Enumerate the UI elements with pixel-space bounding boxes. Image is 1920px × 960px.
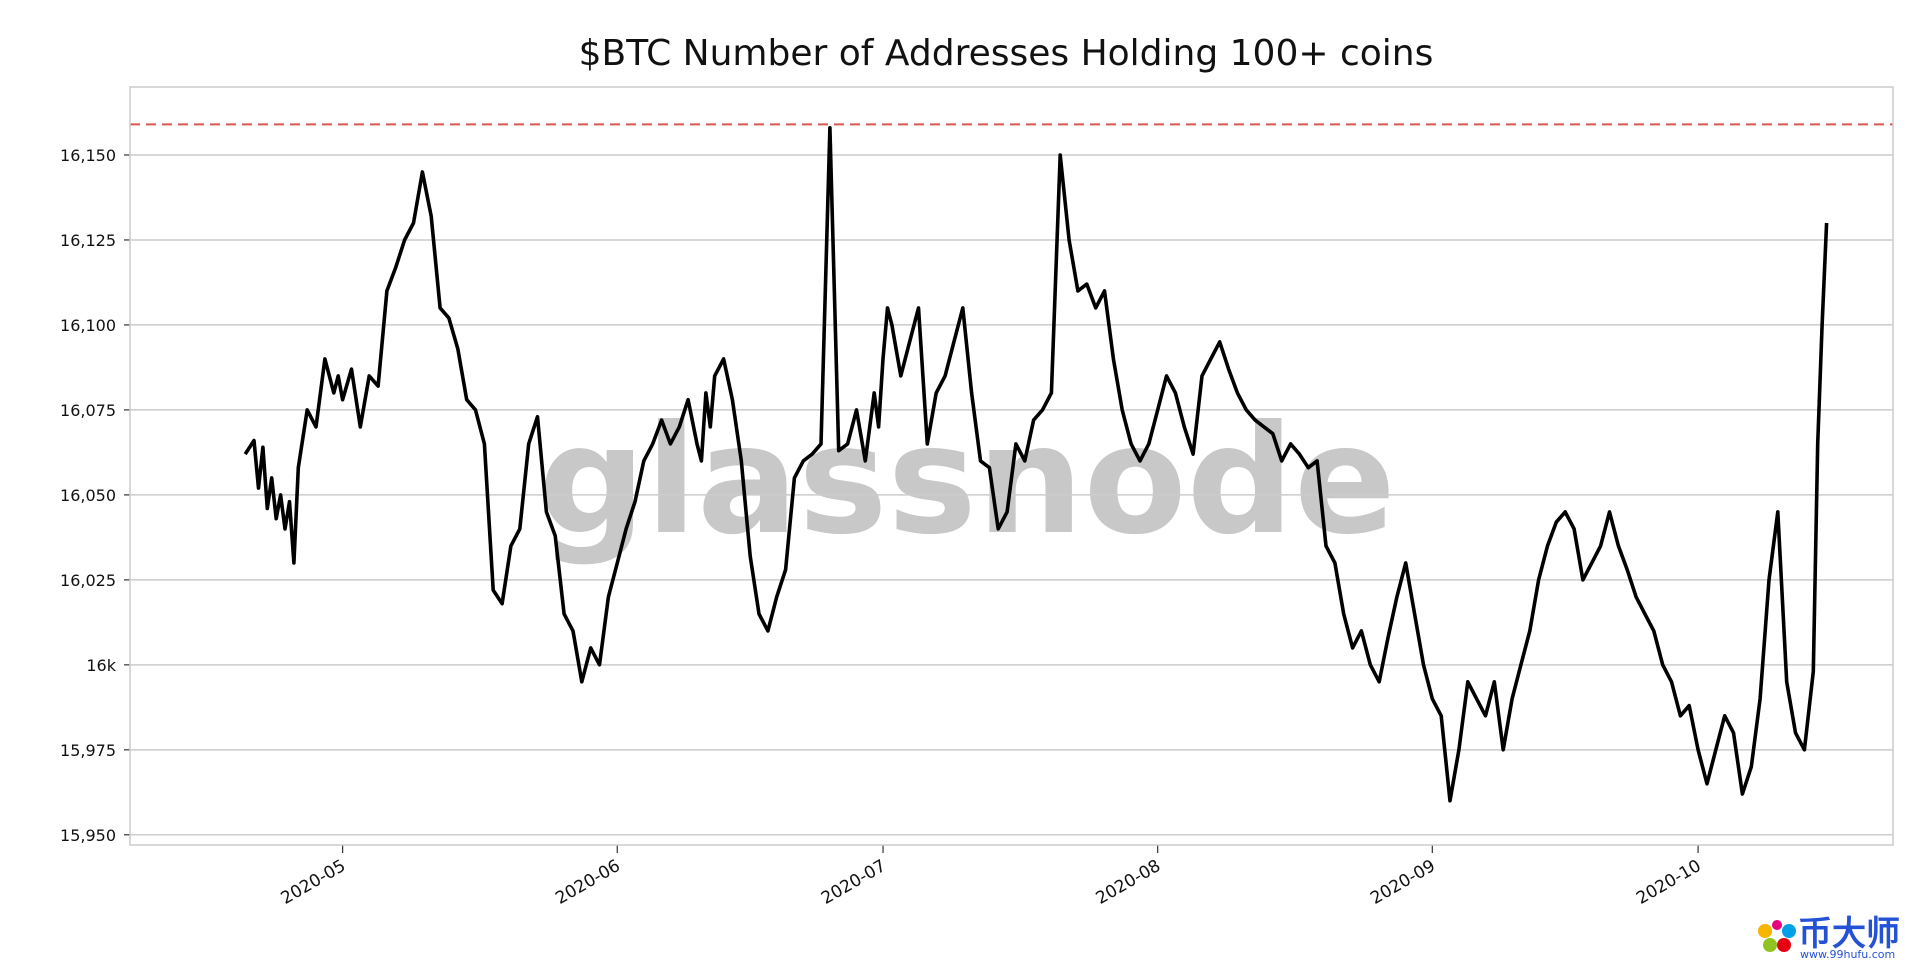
brand-logo-text: 币大师	[1798, 914, 1900, 954]
y-tick-label: 16,125	[60, 231, 116, 250]
plot-frame	[129, 86, 1894, 846]
y-tick-label: 15,975	[60, 741, 116, 760]
y-axis: 15,950 15,975 16k 16,025 16,050 16,075 16,100 1…	[60, 146, 130, 845]
y-tick-label: 16,100	[60, 316, 116, 335]
watermark-text: glassnode	[538, 394, 1396, 568]
x-axis: 2020-05 2020-06 2020-07 2020-08 2020-09 2020-…	[278, 845, 1705, 909]
y-tick-label: 16,050	[60, 486, 116, 505]
y-tick-label: 16k	[86, 656, 116, 675]
series-line	[243, 126, 1829, 803]
flower-icon	[1758, 920, 1796, 952]
x-tick-label: 2020-05	[278, 856, 350, 909]
y-tick-label: 16,150	[60, 146, 116, 165]
x-tick-label: 2020-06	[552, 856, 624, 909]
brand-logo-url: www.99hufu.com	[1800, 948, 1895, 960]
brand-logo: 币大师 www.99hufu.com	[1758, 914, 1900, 960]
y-tick-label: 15,950	[60, 826, 116, 845]
gridlines	[130, 154, 1893, 836]
y-tick-label: 16,075	[60, 401, 116, 420]
x-tick-label: 2020-09	[1367, 856, 1439, 909]
x-tick-label: 2020-10	[1633, 856, 1705, 909]
y-tick-label: 16,025	[60, 571, 116, 590]
chart-title: $BTC Number of Addresses Holding 100+ co…	[579, 33, 1434, 74]
x-tick-label: 2020-07	[818, 856, 890, 909]
x-tick-label: 2020-08	[1093, 856, 1165, 909]
